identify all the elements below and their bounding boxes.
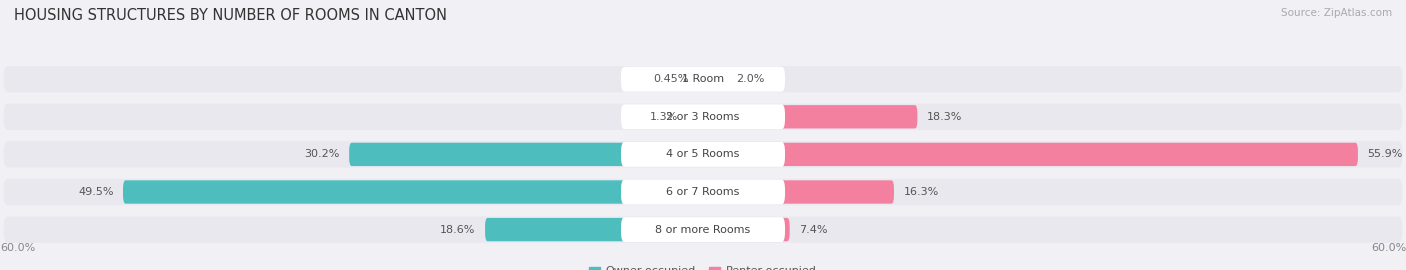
Text: 18.3%: 18.3% <box>927 112 962 122</box>
FancyBboxPatch shape <box>485 218 703 241</box>
FancyBboxPatch shape <box>349 143 703 166</box>
Text: 4 or 5 Rooms: 4 or 5 Rooms <box>666 149 740 159</box>
FancyBboxPatch shape <box>3 217 1403 243</box>
Text: 7.4%: 7.4% <box>799 225 828 235</box>
FancyBboxPatch shape <box>124 180 703 204</box>
FancyBboxPatch shape <box>703 218 790 241</box>
Text: 55.9%: 55.9% <box>1367 149 1403 159</box>
Text: 30.2%: 30.2% <box>305 149 340 159</box>
Text: 18.6%: 18.6% <box>440 225 475 235</box>
FancyBboxPatch shape <box>703 143 1358 166</box>
Legend: Owner-occupied, Renter-occupied: Owner-occupied, Renter-occupied <box>585 262 821 270</box>
Text: 2 or 3 Rooms: 2 or 3 Rooms <box>666 112 740 122</box>
FancyBboxPatch shape <box>3 66 1403 92</box>
FancyBboxPatch shape <box>703 180 894 204</box>
Text: 16.3%: 16.3% <box>904 187 939 197</box>
Text: 1 Room: 1 Room <box>682 74 724 84</box>
FancyBboxPatch shape <box>621 67 785 92</box>
FancyBboxPatch shape <box>688 105 703 129</box>
Text: 60.0%: 60.0% <box>0 243 35 254</box>
Text: 0.45%: 0.45% <box>652 74 689 84</box>
FancyBboxPatch shape <box>3 141 1403 168</box>
Text: 49.5%: 49.5% <box>79 187 114 197</box>
FancyBboxPatch shape <box>3 104 1403 130</box>
Text: 60.0%: 60.0% <box>1371 243 1406 254</box>
Text: 8 or more Rooms: 8 or more Rooms <box>655 225 751 235</box>
Text: Source: ZipAtlas.com: Source: ZipAtlas.com <box>1281 8 1392 18</box>
FancyBboxPatch shape <box>621 217 785 242</box>
FancyBboxPatch shape <box>3 179 1403 205</box>
Text: 6 or 7 Rooms: 6 or 7 Rooms <box>666 187 740 197</box>
FancyBboxPatch shape <box>621 180 785 204</box>
FancyBboxPatch shape <box>697 68 703 91</box>
FancyBboxPatch shape <box>621 142 785 167</box>
Text: 1.3%: 1.3% <box>650 112 678 122</box>
FancyBboxPatch shape <box>621 104 785 129</box>
FancyBboxPatch shape <box>703 68 727 91</box>
Text: HOUSING STRUCTURES BY NUMBER OF ROOMS IN CANTON: HOUSING STRUCTURES BY NUMBER OF ROOMS IN… <box>14 8 447 23</box>
Text: 2.0%: 2.0% <box>735 74 765 84</box>
FancyBboxPatch shape <box>703 105 917 129</box>
